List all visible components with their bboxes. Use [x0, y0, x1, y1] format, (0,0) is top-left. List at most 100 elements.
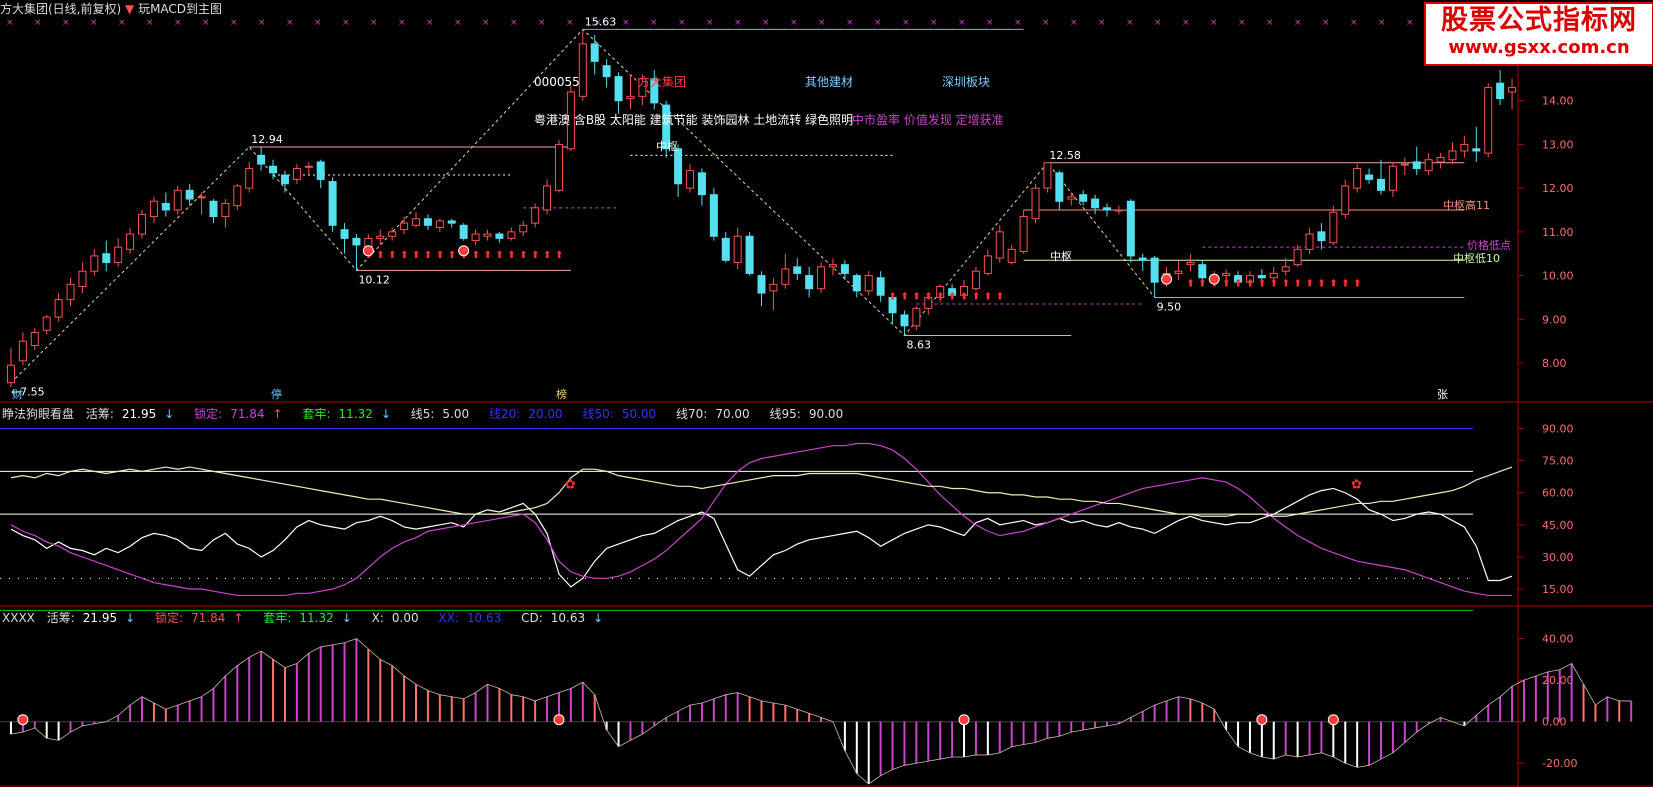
butterfly-signal-icon: ✿ — [565, 477, 576, 492]
candle-up — [1031, 187, 1040, 220]
buy-arrow-icon: ⬆ — [507, 250, 515, 261]
top-marker: × — [566, 18, 574, 28]
top-marker: × — [790, 18, 798, 28]
candle-down — [900, 314, 909, 327]
buy-arrow-icon: ⬆ — [1234, 279, 1242, 290]
candle-up — [864, 275, 873, 292]
candle-down — [257, 154, 266, 165]
candle-up — [90, 255, 99, 272]
top-marker: × — [202, 18, 210, 28]
candle-down — [674, 148, 683, 185]
top-marker: × — [6, 18, 14, 28]
p3-item-active: 活筹: 21.95 ↓ — [46, 611, 136, 625]
y-tick-label: 15.00 — [1542, 583, 1574, 596]
candle-up — [1019, 216, 1028, 253]
y-tick-label: 20.00 — [1542, 674, 1574, 687]
signal-ball-icon — [362, 245, 374, 257]
candle-up — [245, 167, 254, 189]
p2-item-locked: 锁定: 71.84 ↑ — [194, 407, 283, 421]
y-tick-label: 45.00 — [1542, 519, 1574, 532]
y-tick-label: 11.00 — [1542, 226, 1574, 239]
panel2-name[interactable]: 睁法狗眼看盘 — [2, 407, 75, 421]
candle-down — [948, 288, 957, 296]
signal-ball-icon — [958, 714, 970, 726]
buy-arrow-icon: ⬆ — [948, 292, 956, 303]
top-marker: × — [1126, 18, 1134, 28]
candle-up — [554, 143, 563, 191]
candle-up — [1460, 143, 1469, 152]
zhongshu-high-label: 中枢高11 — [1443, 198, 1490, 212]
candle-up — [483, 233, 492, 237]
candle-up — [828, 264, 837, 268]
candle-up — [578, 43, 587, 97]
candle-up — [1484, 87, 1493, 154]
candle-up — [519, 224, 528, 233]
candle-up — [66, 283, 75, 301]
candle-down — [340, 229, 349, 239]
candle-up — [1400, 163, 1409, 166]
top-marker: × — [1042, 18, 1050, 28]
candle-down — [459, 224, 468, 239]
candle-up — [233, 185, 242, 207]
p2-item-line50: 线50: 50.00 — [582, 407, 657, 421]
candle-up — [30, 331, 39, 347]
top-marker: × — [174, 18, 182, 28]
pin-icon[interactable]: ▼ — [125, 2, 135, 16]
candle-up — [912, 307, 921, 327]
event-marker: 财 — [12, 387, 23, 401]
top-marker: × — [1378, 18, 1386, 28]
candle-down — [793, 266, 802, 274]
panel3-header: XXXX 活筹: 21.95 ↓ 锁定: 71.84 ↑ 套牢: 11.32 ↓ X: 0.0… — [2, 609, 619, 626]
candle-up — [471, 233, 480, 242]
top-marker: × — [426, 18, 434, 28]
signal-ball-icon — [458, 245, 470, 257]
panel3-name[interactable]: XXXX — [2, 611, 35, 625]
signal-ball-icon — [1327, 714, 1339, 726]
candle-down — [852, 275, 861, 292]
top-marker: × — [650, 18, 658, 28]
candle-up — [173, 189, 182, 211]
candle-down — [1079, 194, 1088, 202]
p2-item-active: 活筹: 21.95 ↓ — [85, 407, 175, 421]
top-marker: × — [258, 18, 266, 28]
top-marker: × — [986, 18, 994, 28]
buy-arrow-icon: ⬆ — [531, 250, 539, 261]
candle-up — [1269, 272, 1278, 279]
top-marker: × — [482, 18, 490, 28]
slogan-label: 中市盈率 价值发现 定增获准 — [852, 112, 1004, 127]
top-marker: × — [1210, 18, 1218, 28]
candle-down — [447, 220, 456, 224]
top-marker: × — [314, 18, 322, 28]
candle-up — [6, 364, 15, 384]
candle-down — [1138, 257, 1147, 261]
candle-down — [805, 275, 814, 290]
candle-up — [1043, 162, 1052, 189]
indicator-link[interactable]: 玩MACD到主图 — [138, 2, 223, 16]
buy-arrow-icon: ⬆ — [400, 250, 408, 261]
candle-down — [1055, 172, 1064, 202]
top-marker: × — [62, 18, 70, 28]
candle-up — [1424, 159, 1433, 172]
top-marker: × — [398, 18, 406, 28]
buy-arrow-icon: ⬆ — [1294, 279, 1302, 290]
candle-up — [924, 296, 933, 309]
candle-up — [995, 231, 1004, 259]
event-marker: 榜 — [556, 387, 567, 401]
candle-up — [566, 91, 575, 150]
candle-up — [197, 196, 206, 199]
candle-down — [1257, 275, 1266, 279]
candle-up — [971, 270, 980, 290]
price-annotation: 10.12 — [358, 273, 390, 286]
series-line-套牢 — [10, 466, 1513, 517]
y-tick-label: -20.00 — [1542, 757, 1577, 770]
candle-down — [757, 275, 766, 294]
candle-up — [531, 207, 540, 224]
top-marker: × — [230, 18, 238, 28]
top-marker: × — [762, 18, 770, 28]
buy-arrow-icon: ⬆ — [889, 292, 897, 303]
price-annotation: 12.94 — [251, 133, 283, 146]
stock-title: 方大集团(日线,前复权) — [0, 2, 122, 16]
candle-down — [1102, 207, 1111, 211]
y-tick-label: 0.00 — [1542, 716, 1567, 729]
candle-up — [1353, 167, 1362, 189]
